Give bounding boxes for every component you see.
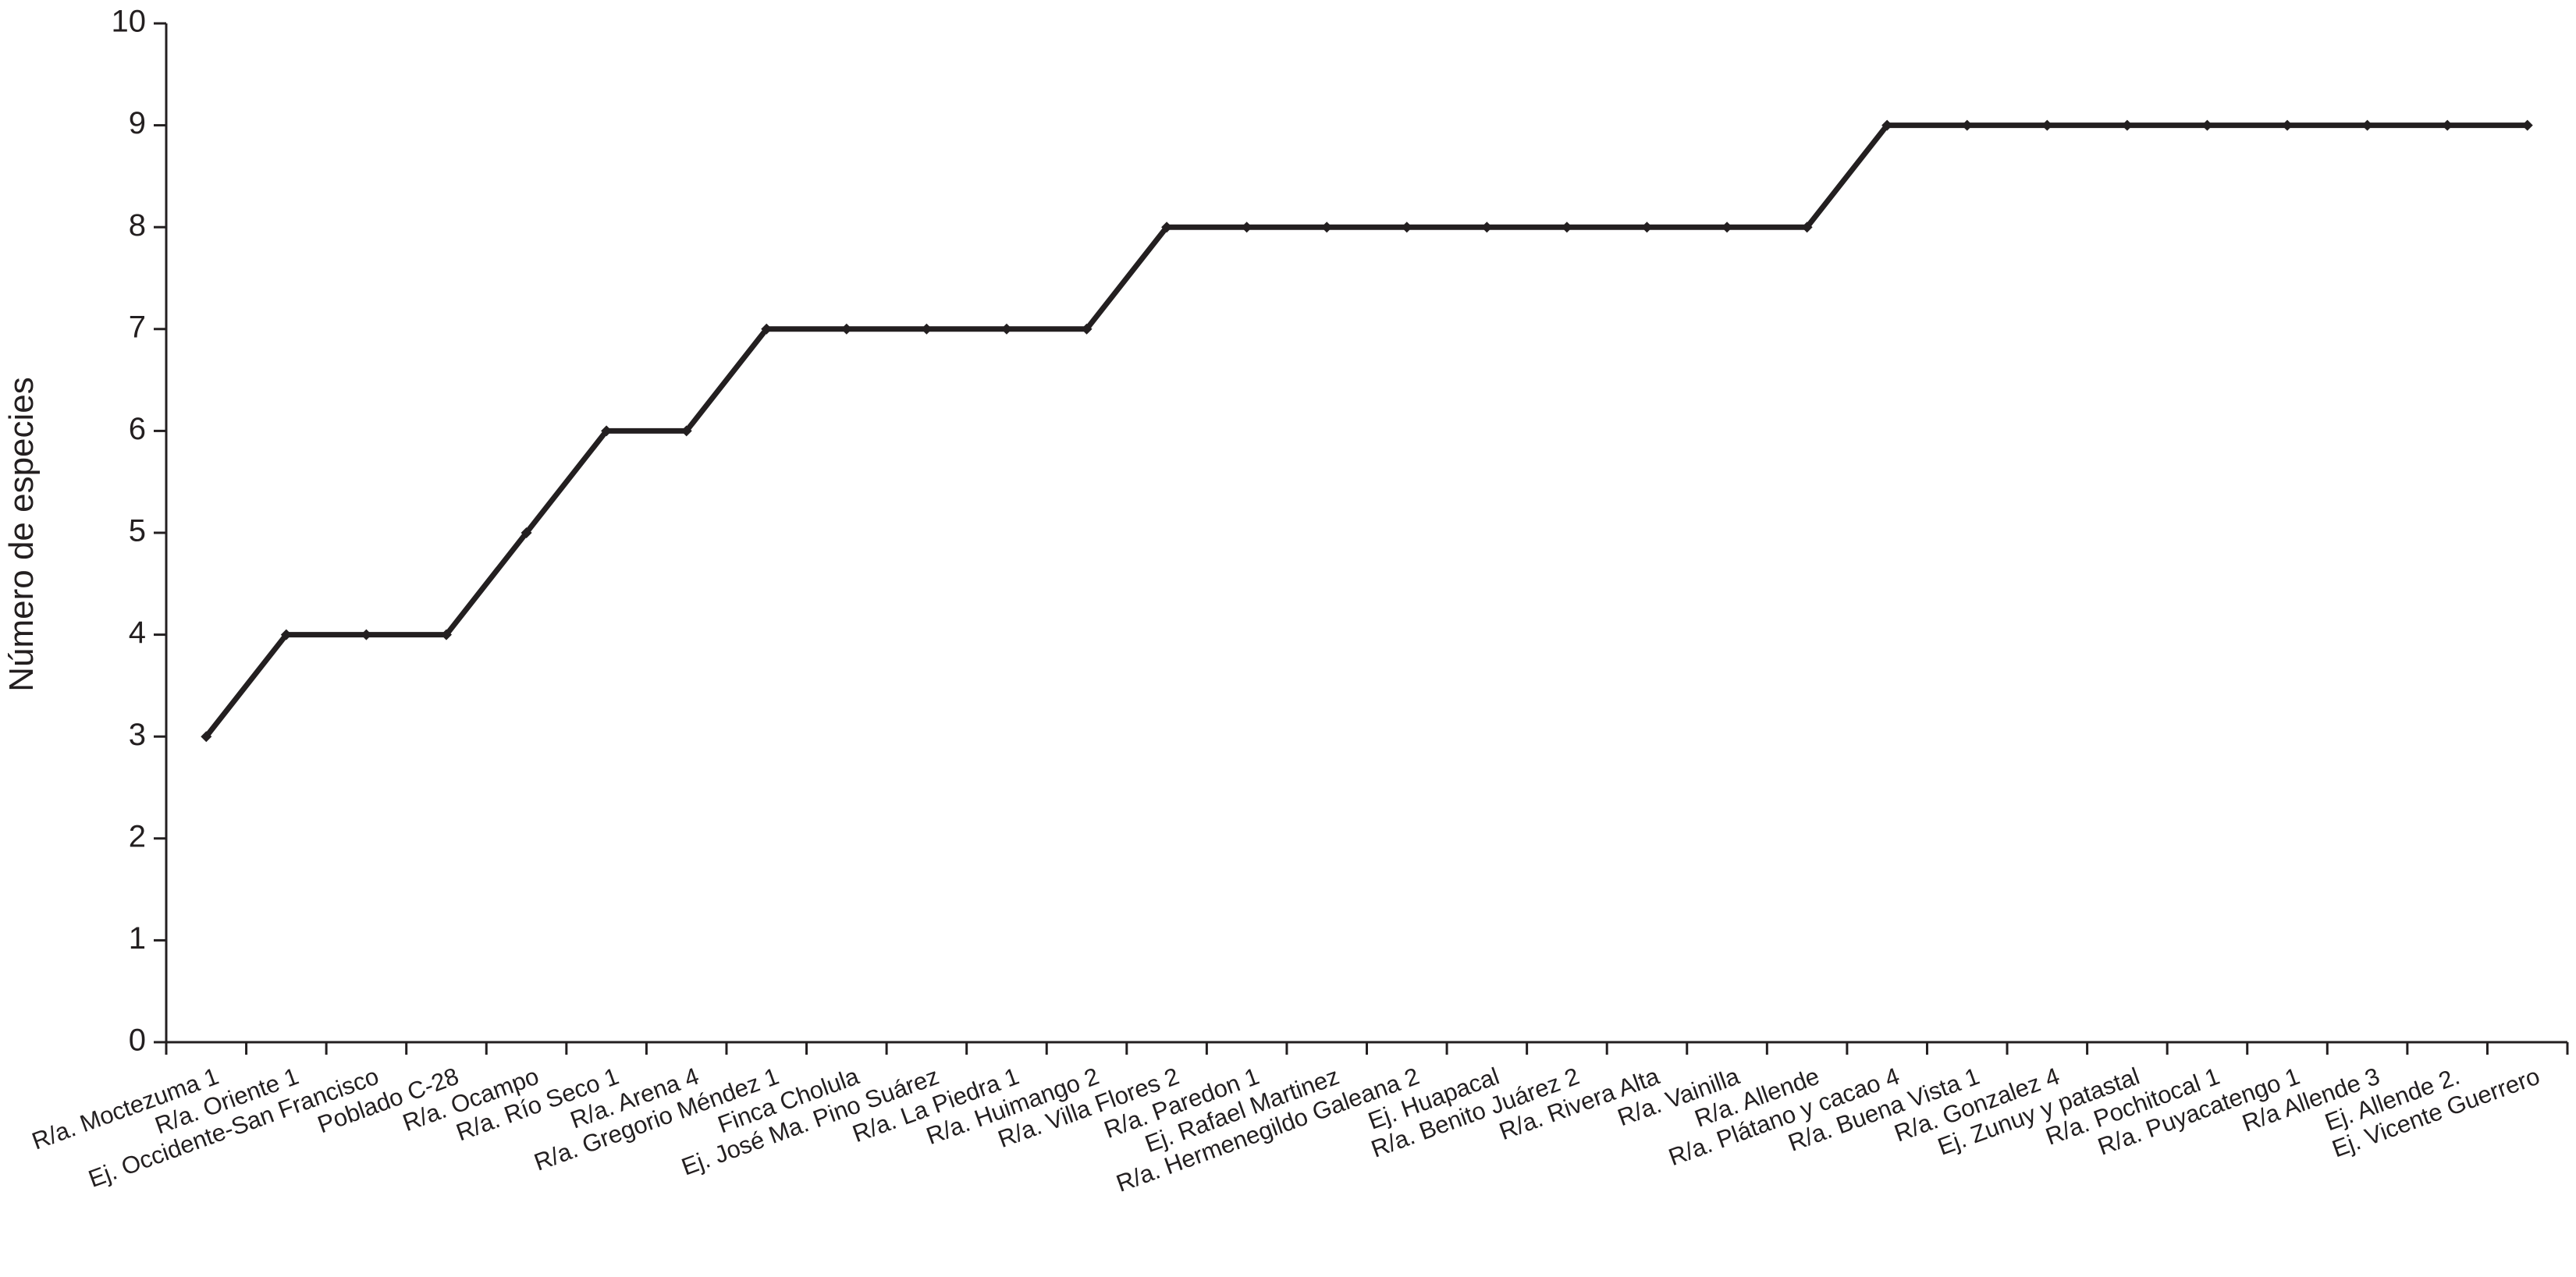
- y-tick-label: 1: [129, 921, 146, 956]
- point: [2201, 119, 2213, 131]
- point: [2121, 119, 2133, 131]
- point: [1961, 119, 1973, 131]
- point: [1401, 222, 1412, 233]
- point: [1081, 323, 1093, 335]
- y-tick-label: 2: [129, 819, 146, 853]
- point: [1321, 222, 1333, 233]
- point: [1000, 323, 1012, 335]
- point: [201, 731, 212, 743]
- point: [2361, 119, 2373, 131]
- y-tick-label: 9: [129, 106, 146, 140]
- point: [1721, 222, 1733, 233]
- y-tick-label: 10: [112, 5, 147, 39]
- point: [280, 629, 292, 640]
- point: [1161, 222, 1173, 233]
- y-tick-label: 0: [129, 1023, 146, 1058]
- point: [1481, 222, 1493, 233]
- y-tick-label: 7: [129, 310, 146, 344]
- y-tick-label: 5: [129, 514, 146, 548]
- point: [2282, 119, 2294, 131]
- point: [1641, 222, 1653, 233]
- point: [761, 323, 773, 335]
- y-tick-label: 8: [129, 208, 146, 243]
- point: [921, 323, 933, 335]
- y-axis-label: Número de especies: [2, 377, 41, 692]
- point: [680, 425, 692, 437]
- point: [601, 425, 613, 437]
- line: [204, 122, 2528, 739]
- y-tick-label: 6: [129, 412, 146, 446]
- y-tick-label: 4: [129, 615, 146, 650]
- point: [2442, 119, 2453, 131]
- point: [1801, 222, 1813, 233]
- point: [840, 323, 852, 335]
- point: [1561, 222, 1572, 233]
- point: [2521, 119, 2533, 131]
- point: [361, 629, 372, 640]
- point: [2041, 119, 2053, 131]
- point: [440, 629, 452, 640]
- point: [1881, 119, 1893, 131]
- y-tick-label: 3: [129, 718, 146, 752]
- point: [1241, 222, 1252, 233]
- point: [521, 527, 532, 538]
